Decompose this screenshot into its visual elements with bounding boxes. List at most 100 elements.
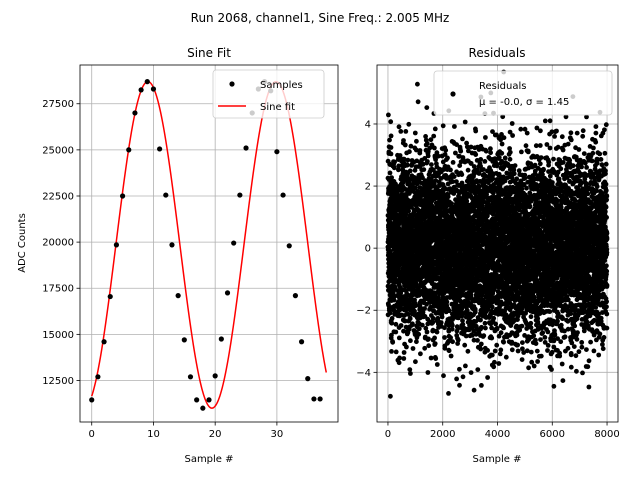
sample-point — [107, 293, 113, 300]
residual-point — [498, 330, 504, 336]
residual-point — [404, 344, 409, 350]
residual-point — [401, 328, 406, 334]
residual-point — [507, 149, 513, 155]
residual-point — [386, 112, 391, 118]
residual-point — [407, 149, 412, 155]
sample-point — [311, 396, 317, 402]
residual-point — [425, 370, 431, 375]
residual-point — [446, 348, 452, 354]
sample-point — [95, 374, 101, 380]
residual-point — [396, 124, 402, 130]
residual-point — [496, 361, 502, 366]
residual-point — [445, 194, 451, 200]
residual-point — [473, 152, 479, 158]
sine-fit-legend: Samples Sine fit — [212, 69, 325, 119]
residual-point — [451, 174, 457, 180]
residual-point — [460, 322, 466, 327]
legend-samples-marker — [229, 81, 235, 87]
sample-point — [169, 242, 175, 248]
residual-point — [478, 346, 484, 352]
residual-point — [492, 348, 498, 354]
residual-point — [389, 175, 394, 181]
residual-point — [402, 142, 408, 148]
residual-point — [401, 350, 407, 355]
sine-fit-ytick-label: 27500 — [42, 99, 74, 110]
sine-fit-plot-area — [89, 79, 328, 411]
residual-point — [389, 316, 395, 321]
residual-point — [452, 124, 457, 129]
residual-point — [401, 156, 407, 162]
residual-point — [405, 157, 411, 163]
residual-point — [406, 121, 412, 127]
residual-point — [496, 333, 502, 339]
residual-point — [402, 318, 408, 324]
residual-point — [416, 326, 422, 332]
residual-point — [429, 162, 434, 168]
residual-point — [460, 136, 465, 142]
sample-point — [292, 293, 299, 299]
residual-point — [388, 119, 394, 125]
residual-point — [489, 304, 495, 310]
residual-point — [396, 335, 402, 341]
residual-point — [514, 176, 520, 182]
sample-point — [298, 339, 305, 345]
residual-point — [481, 178, 487, 184]
residual-point — [472, 309, 478, 315]
residual-point — [463, 333, 469, 339]
sine-fit-ytick-label: 15000 — [42, 330, 74, 341]
sample-point — [163, 192, 169, 198]
legend-samples-label: Samples — [260, 80, 303, 91]
residual-point — [501, 325, 506, 331]
residual-point — [388, 145, 394, 150]
sine-fit-xlabel: Sample # — [184, 454, 233, 465]
residual-point — [485, 213, 490, 219]
residual-point — [448, 335, 453, 341]
residual-point — [468, 161, 474, 166]
residual-point — [432, 341, 438, 346]
residual-point — [466, 148, 471, 154]
residual-point — [424, 141, 430, 146]
residual-point — [507, 156, 513, 162]
residual-point — [453, 150, 458, 156]
residual-point — [462, 342, 468, 348]
residual-point — [441, 373, 446, 379]
residual-point — [405, 311, 411, 317]
residual-point — [391, 297, 397, 303]
residual-point — [425, 159, 430, 164]
residual-point — [491, 315, 497, 321]
sample-point — [157, 146, 163, 152]
residual-point — [424, 105, 430, 110]
residual-point — [501, 135, 507, 141]
residual-point — [457, 382, 462, 388]
sample-point — [224, 290, 231, 296]
residual-point — [413, 147, 419, 153]
residual-point — [456, 315, 461, 321]
residual-point — [459, 172, 465, 178]
residual-point — [450, 322, 455, 328]
sine-fit-x-ticks: 0 10 20 30 — [89, 422, 283, 440]
residual-point — [482, 320, 488, 326]
residual-point — [468, 144, 474, 150]
sample-point — [274, 149, 280, 155]
residual-point — [465, 167, 471, 173]
residual-point — [455, 337, 461, 343]
residual-point — [515, 348, 521, 354]
residual-point — [491, 287, 497, 293]
sample-point — [187, 374, 194, 380]
residual-point — [442, 152, 448, 157]
sample-point — [119, 193, 126, 199]
residual-point — [413, 185, 418, 191]
residual-point — [426, 336, 431, 342]
residual-point — [446, 391, 451, 396]
residual-point — [459, 180, 465, 186]
residual-point — [410, 346, 416, 351]
residual-point — [468, 370, 474, 375]
residual-point — [391, 165, 397, 171]
residual-point — [471, 337, 477, 343]
sample-point — [212, 373, 218, 379]
residual-point — [428, 355, 434, 361]
residual-point — [424, 329, 430, 335]
residual-point — [460, 374, 466, 380]
